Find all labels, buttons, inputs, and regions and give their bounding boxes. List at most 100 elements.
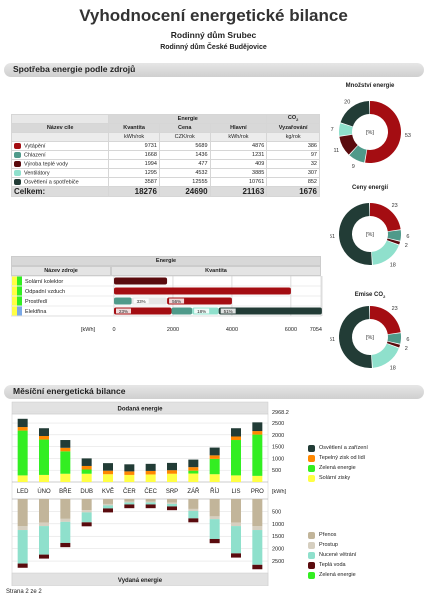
col-emission: Vyzařování	[266, 123, 320, 133]
total-label: Celkem:	[10, 186, 110, 197]
legend-swatch	[308, 541, 315, 549]
donut-slice	[386, 341, 401, 348]
total-price: 24690	[158, 186, 211, 197]
legend-delivered: Osvětlení a zařízení Tepelný zisk od lidí…	[308, 443, 368, 483]
delivered-bar-segment	[103, 474, 113, 482]
delivered-bar-segment	[209, 455, 220, 459]
released-bar-segment	[145, 502, 156, 505]
row-name: Výroba teplé vody	[10, 159, 110, 169]
legend-item: Solární zisky	[308, 473, 368, 483]
page-number: Strana 2 ze 2	[6, 589, 42, 595]
sources-chart: Solární kolektor Odpadní vzduch Prostředí 3…	[11, 276, 323, 333]
delivered-bar-segment	[188, 470, 199, 474]
delivered-bar-segment	[81, 465, 92, 470]
delivered-bar-segment	[124, 471, 135, 475]
delivered-bar-segment	[252, 422, 263, 432]
delivered-bar-segment	[81, 458, 92, 466]
total-main: 21163	[209, 186, 268, 197]
source-name: Prostředí	[25, 299, 48, 305]
released-bar-segment	[145, 501, 156, 503]
axis-tick: 1500	[272, 534, 284, 540]
delivered-bar-segment	[145, 474, 156, 482]
month-label: ČEC	[144, 488, 157, 495]
released-bar-segment	[17, 499, 28, 527]
donut-slice	[349, 145, 367, 163]
row-price: 477	[158, 159, 211, 169]
source-marker	[12, 286, 17, 296]
released-bar-segment	[103, 505, 113, 509]
delivered-bar-segment	[231, 428, 241, 437]
legend-swatch	[308, 454, 315, 462]
source-marker	[12, 276, 17, 286]
donut-slice	[371, 240, 399, 265]
row-main: 3885	[209, 168, 268, 178]
released-bar-segment	[60, 499, 71, 519]
building-name: Rodinný dům Srubec	[170, 30, 257, 40]
source-name: Odpadní vzduch	[25, 289, 65, 295]
donut-label: 20	[344, 100, 350, 106]
row-main: 10761	[209, 177, 268, 187]
donut-center-label: [%]	[366, 130, 374, 136]
donut-label: 53	[405, 133, 411, 139]
delivered-bar-segment	[81, 469, 92, 474]
released-bar-segment	[81, 522, 92, 527]
delivered-bar-segment	[103, 463, 113, 471]
delivered-bar-segment	[60, 473, 71, 482]
legend-item: Nucené větrání	[308, 550, 356, 560]
released-bar-segment	[60, 542, 71, 548]
released-bar-segment	[209, 499, 220, 517]
released-bar-segment	[252, 499, 263, 527]
donut-center-label: [%]	[366, 335, 374, 341]
axis-tick: 4000	[226, 327, 238, 333]
donut-title-price: Ceny energií	[351, 185, 388, 191]
donut-label: 23	[392, 203, 398, 209]
released-bar-segment	[17, 530, 28, 564]
delivered-bar-segment	[60, 451, 71, 474]
released-bar-segment	[17, 526, 28, 531]
month-label: PRO	[251, 489, 264, 495]
legend-swatch	[14, 151, 21, 158]
donut-label: 6	[406, 337, 409, 343]
row-name: Osvětlení a spotřebiče	[10, 177, 110, 187]
axis-tick: 1000	[272, 456, 284, 462]
released-bar-segment	[252, 564, 263, 570]
released-bar-segment	[81, 499, 92, 511]
axis-unit: [kWh]	[81, 327, 96, 333]
col-quantity: Kvantita	[108, 123, 160, 133]
released-bar-segment	[209, 519, 220, 539]
released-bar-segment	[124, 504, 135, 509]
delivered-bar-segment	[167, 470, 177, 474]
delivered-bar-segment	[39, 428, 49, 437]
section-header-monthly: Měsíční energetická bilance	[4, 385, 424, 399]
delivered-bar-segment	[124, 464, 135, 472]
delivered-bar-segment	[145, 463, 156, 471]
donut-slice	[370, 203, 401, 232]
table-row: Osvětlení a spotřebiče 3587 12555 10761 852	[10, 177, 320, 187]
delivered-bar-segment	[167, 473, 177, 482]
donut-title-emission: Emise CO2	[354, 292, 386, 300]
donut-label: 7	[331, 127, 334, 133]
released-bar-segment	[167, 502, 177, 504]
legend-item: Prostup	[308, 540, 356, 550]
donut-slice	[387, 333, 401, 344]
sources-group-header: Energie	[11, 256, 321, 266]
donut-label: 23	[392, 306, 398, 312]
donut-slice	[371, 343, 399, 368]
legend-released: Přenos Prostup Nucené větrání Teplá voda Zel…	[308, 530, 356, 580]
page-title: Vyhodnocení energetické bilance	[79, 6, 348, 25]
total-quantity: 18276	[108, 186, 160, 197]
released-bar-segment	[209, 516, 220, 520]
released-bar-segment	[231, 553, 241, 558]
donut-slice	[339, 134, 358, 155]
axis-tick: 500	[272, 468, 281, 474]
col-source: Název zdroje	[11, 266, 111, 276]
delivered-bar-segment	[231, 475, 241, 482]
col-price: Cena	[158, 123, 211, 133]
month-label: LED	[17, 489, 29, 495]
row-price: 4532	[158, 168, 211, 178]
month-label: ČER	[123, 488, 136, 495]
donut-label: 18	[390, 365, 396, 371]
donut-label: 18	[390, 262, 396, 268]
unit-price: CZK/rok	[158, 132, 211, 142]
axis-tick: 2968.2	[272, 410, 289, 416]
